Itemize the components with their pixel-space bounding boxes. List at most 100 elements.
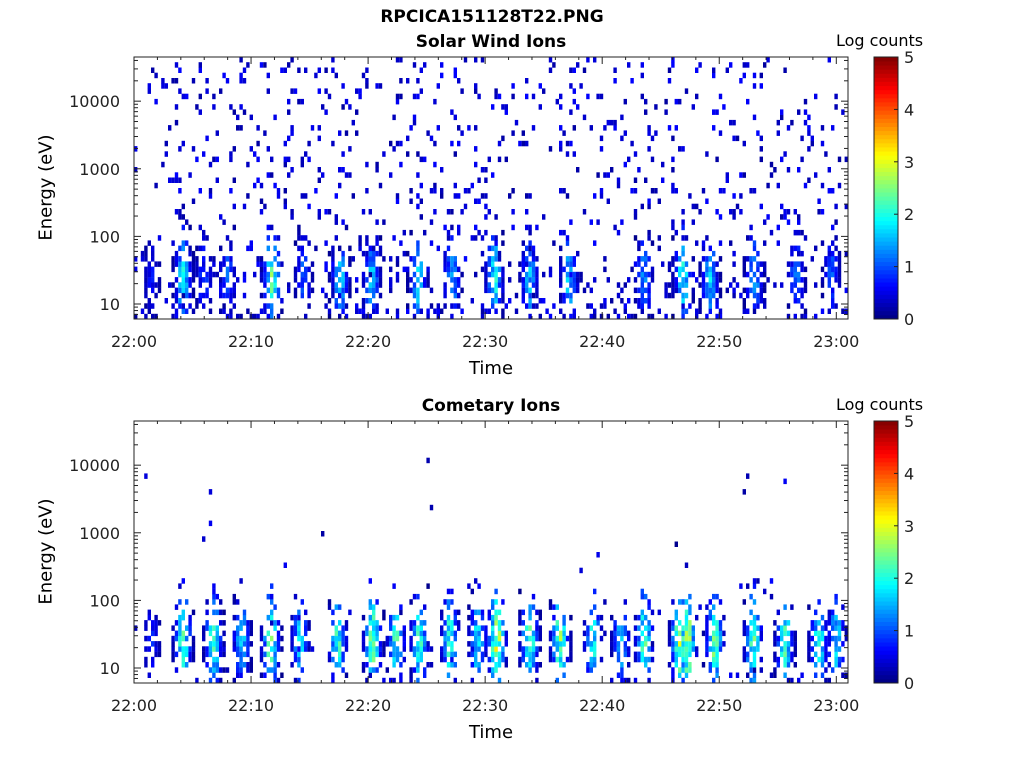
- heatmap-cell: [300, 282, 304, 288]
- heatmap-cell: [749, 224, 753, 231]
- heatmap-cell: [640, 93, 644, 100]
- heatmap-cell: [181, 245, 185, 252]
- heatmap-cell: [334, 219, 338, 225]
- heatmap-cell: [185, 277, 189, 283]
- heatmap-cell: [399, 57, 403, 63]
- heatmap-cell: [198, 67, 202, 73]
- heatmap-cell: [457, 125, 461, 131]
- heatmap-cell: [484, 177, 488, 183]
- heatmap-cell: [831, 125, 835, 131]
- heatmap-cell: [565, 256, 570, 262]
- heatmap-cell: [304, 266, 308, 273]
- heatmap-cell: [300, 245, 304, 252]
- heatmap-cell: [229, 287, 233, 294]
- heatmap-cell: [460, 130, 464, 136]
- heatmap-cell: [715, 209, 719, 215]
- heatmap-cell: [181, 203, 185, 210]
- heatmap-cell: [334, 303, 338, 309]
- colorbar-segment: [874, 310, 898, 316]
- y-tick-label: 10: [100, 295, 120, 314]
- heatmap-cell: [647, 235, 651, 241]
- heatmap-cell: [399, 161, 403, 168]
- heatmap-cell: [229, 245, 233, 252]
- heatmap-cell: [831, 250, 835, 257]
- heatmap-cell: [205, 88, 209, 94]
- heatmap-cell: [484, 277, 488, 283]
- heatmap-cell: [324, 266, 328, 273]
- heatmap-cell: [419, 88, 423, 94]
- heatmap-cell: [562, 298, 566, 304]
- heatmap-cell: [300, 235, 304, 241]
- heatmap-cell: [426, 130, 430, 136]
- heatmap-cell: [395, 271, 400, 278]
- heatmap-cell: [749, 188, 753, 194]
- panel-title-solar-wind: Solar Wind Ions: [415, 32, 567, 52]
- colorbar-tick-label: 1: [904, 258, 914, 277]
- heatmap-cell: [746, 292, 750, 299]
- heatmap-cell: [232, 109, 236, 115]
- heatmap-cell: [501, 135, 505, 142]
- heatmap-cell: [814, 282, 818, 288]
- heatmap-cell: [759, 282, 763, 288]
- heatmap-cell: [667, 282, 672, 288]
- heatmap-cell: [361, 209, 366, 215]
- heatmap-cell: [613, 67, 617, 73]
- heatmap-cell: [395, 256, 400, 262]
- heatmap-cell: [338, 266, 342, 273]
- heatmap-cell: [395, 98, 400, 105]
- heatmap-cell: [705, 256, 709, 262]
- heatmap-cell: [491, 261, 495, 267]
- heatmap-cell: [263, 271, 267, 278]
- heatmap-cell: [317, 125, 321, 131]
- heatmap-cell: [742, 298, 746, 304]
- heatmap-cell: [494, 245, 498, 252]
- heatmap-cell: [562, 313, 566, 320]
- heatmap-cell: [763, 240, 767, 246]
- heatmap-cell: [620, 114, 624, 121]
- heatmap-cell: [290, 88, 294, 94]
- heatmap-cell: [375, 219, 379, 225]
- heatmap-cell: [270, 156, 274, 163]
- heatmap-cell: [705, 266, 709, 273]
- heatmap-cell: [820, 140, 825, 147]
- heatmap-cell: [266, 172, 270, 178]
- heatmap-cell: [800, 261, 804, 267]
- heatmap-cell: [205, 78, 209, 84]
- heatmap-cell: [300, 161, 304, 168]
- heatmap-cell: [759, 203, 763, 210]
- heatmap-cell: [178, 209, 182, 215]
- heatmap-cell: [212, 261, 216, 267]
- heatmap-cell: [174, 78, 179, 84]
- heatmap-cell: [657, 245, 661, 252]
- heatmap-cell: [446, 266, 451, 273]
- heatmap-cell: [334, 298, 338, 304]
- heatmap-cell: [671, 224, 675, 231]
- heatmap-cell: [300, 156, 304, 163]
- heatmap-cell: [157, 282, 162, 288]
- heatmap-cell: [219, 277, 223, 283]
- heatmap-cell: [259, 256, 264, 262]
- heatmap-cell: [684, 292, 689, 299]
- heatmap-cell: [378, 235, 383, 241]
- heatmap-cell: [559, 292, 563, 299]
- heatmap-cell: [225, 256, 230, 262]
- heatmap-cell: [742, 303, 746, 309]
- heatmap-cell: [654, 188, 658, 194]
- colorbar-segment: [874, 69, 898, 74]
- x-tick-label: 22:40: [579, 332, 625, 351]
- heatmap-cell: [178, 266, 182, 273]
- heatmap-cell: [168, 177, 172, 183]
- heatmap-cell: [341, 151, 345, 157]
- heatmap-cell: [793, 229, 797, 236]
- heatmap-cell: [419, 182, 423, 189]
- heatmap-cell: [678, 98, 682, 105]
- heatmap-cell: [684, 282, 689, 288]
- heatmap-cell: [569, 140, 573, 147]
- heatmap-cell: [616, 177, 621, 183]
- heatmap-cell: [712, 287, 716, 294]
- heatmap-cell: [280, 298, 284, 304]
- heatmap-cell: [576, 62, 580, 68]
- heatmap-cell: [487, 282, 491, 288]
- heatmap-cell: [528, 229, 532, 236]
- heatmap-cell: [378, 83, 383, 89]
